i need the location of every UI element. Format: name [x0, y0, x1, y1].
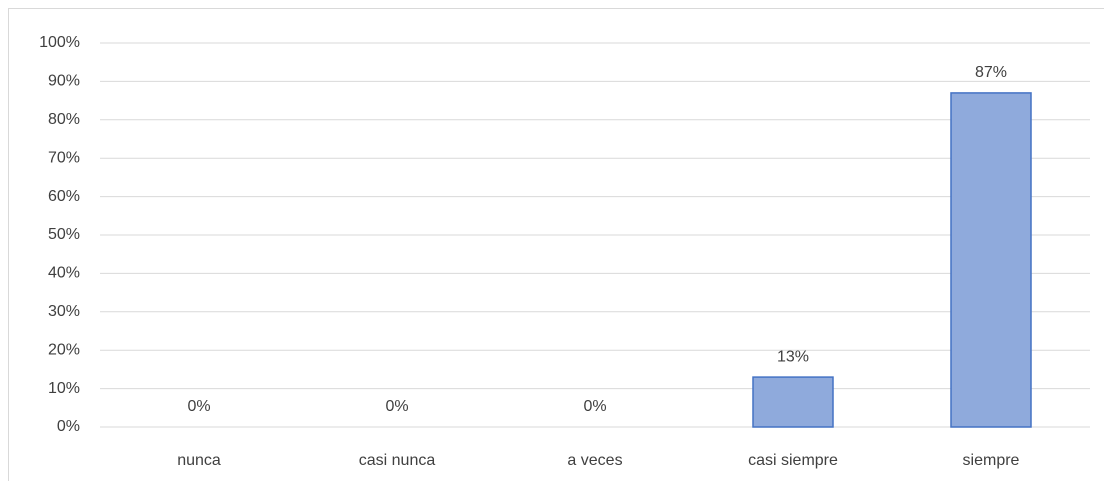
x-tick-label: casi siempre — [748, 452, 838, 469]
value-label: 0% — [583, 398, 606, 415]
y-tick-label: 60% — [48, 188, 80, 205]
value-label: 13% — [777, 348, 809, 365]
y-tick-label: 30% — [48, 303, 80, 320]
y-tick-label: 70% — [48, 149, 80, 166]
x-tick-label: a veces — [567, 452, 622, 469]
y-tick-label: 20% — [48, 341, 80, 358]
x-tick-label: siempre — [963, 452, 1020, 469]
bar — [752, 376, 834, 428]
value-label: 87% — [975, 64, 1007, 81]
value-label: 0% — [385, 398, 408, 415]
y-tick-label: 100% — [39, 34, 80, 51]
value-label: 0% — [187, 398, 210, 415]
y-tick-label: 0% — [57, 418, 80, 435]
x-tick-label: casi nunca — [359, 452, 436, 469]
chart-frame — [8, 8, 1104, 481]
y-tick-label: 10% — [48, 380, 80, 397]
y-tick-label: 80% — [48, 111, 80, 128]
y-tick-label: 50% — [48, 226, 80, 243]
x-tick-label: nunca — [177, 452, 221, 469]
y-tick-label: 40% — [48, 265, 80, 282]
y-tick-label: 90% — [48, 73, 80, 90]
bar — [950, 92, 1032, 428]
